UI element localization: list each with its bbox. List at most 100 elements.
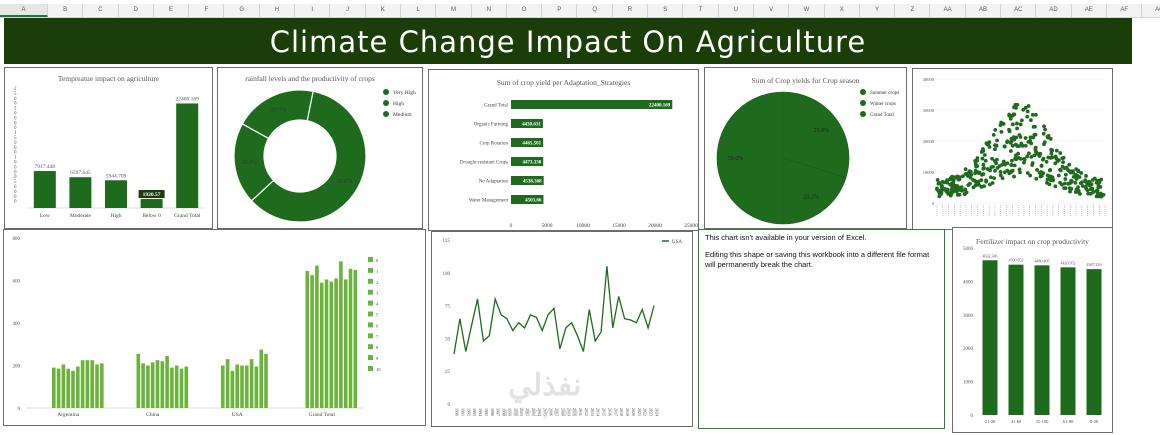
- column-header-ac[interactable]: AC: [1001, 4, 1037, 17]
- adaptation-value-label: 4503.66: [525, 198, 542, 203]
- scatter-point: [1026, 104, 1031, 108]
- temperature-chart-title: Tempreatue impact on agriculture: [57, 74, 160, 83]
- scatter-point: [1012, 163, 1017, 168]
- line-x-tick: 2018: [619, 408, 624, 416]
- column-header-l[interactable]: L: [401, 4, 437, 17]
- scatter-point: [1033, 145, 1038, 150]
- scatter-point: [1076, 169, 1081, 174]
- scatter-point: [1032, 153, 1037, 158]
- column-header-u[interactable]: U: [719, 4, 754, 17]
- scatter-y-tick: 20000: [923, 139, 935, 144]
- column-header-f[interactable]: F: [189, 4, 225, 17]
- column-header-k[interactable]: K: [366, 4, 401, 17]
- scatter-point: [958, 187, 963, 192]
- scatter-point: [937, 194, 942, 199]
- scatter-point: [1084, 186, 1089, 191]
- column-header-d[interactable]: D: [119, 4, 154, 17]
- scatter-point: [1039, 163, 1044, 168]
- country-legend-label: 9: [376, 356, 379, 361]
- column-header-t[interactable]: T: [683, 4, 719, 17]
- column-header-ae[interactable]: AE: [1072, 4, 1107, 17]
- column-header-h[interactable]: H: [260, 4, 296, 17]
- line-x-tick: 2007: [555, 408, 560, 416]
- scatter-point: [1008, 140, 1013, 145]
- scatter-point: [992, 176, 997, 181]
- temperature-axis-digit: 0: [14, 151, 17, 156]
- column-header-p[interactable]: P: [542, 4, 578, 17]
- scatter-point: [1094, 194, 1099, 199]
- column-header-v[interactable]: V: [754, 4, 790, 17]
- unavailable-chart-shape[interactable]: This chart isn't available in your versi…: [698, 229, 945, 429]
- scatter-point: [1009, 158, 1014, 163]
- column-header-ab[interactable]: AB: [966, 4, 1002, 17]
- column-header-c[interactable]: C: [83, 4, 119, 17]
- rainfall-chart-title: rainfall levels and the productivity of …: [245, 74, 375, 83]
- adaptation-x-tick: 0: [510, 223, 513, 229]
- line-x-tick: 2005: [543, 408, 548, 416]
- temperature-axis-digit: 5: [14, 92, 17, 97]
- scatter-point: [969, 172, 974, 177]
- scatter-point: [1008, 149, 1013, 153]
- column-header-y[interactable]: Y: [860, 4, 896, 17]
- rainfall-legend-marker: [383, 100, 389, 106]
- column-header-q[interactable]: Q: [578, 4, 613, 17]
- temperature-axis-digit: 5: [14, 180, 17, 185]
- country-chart-panel[interactable]: 0 200 400 600 800 Argentina China USA Grand Tota…: [3, 229, 426, 426]
- scatter-point: [1097, 194, 1102, 199]
- country-bar: [90, 360, 94, 408]
- scatter-point: [987, 145, 992, 149]
- column-header-m[interactable]: M: [436, 4, 472, 17]
- season-slice-label: 20.2%: [803, 194, 819, 200]
- scatter-chart-panel[interactable]: 0 10000 20000 30000 40000: [912, 68, 1113, 230]
- column-header-g[interactable]: G: [225, 4, 260, 17]
- season-slice: [716, 91, 784, 225]
- column-header-j[interactable]: J: [330, 4, 366, 17]
- scatter-point: [948, 177, 952, 182]
- column-header-x[interactable]: X: [825, 4, 860, 17]
- scatter-point: [1023, 143, 1028, 148]
- adaptation-chart-panel[interactable]: Sum of crop yield per Adaptation_Strateg…: [428, 69, 699, 231]
- scatter-point: [972, 178, 977, 183]
- fertilizer-category-label: 21-30: [985, 419, 996, 424]
- scatter-point: [1030, 113, 1035, 117]
- country-bar: [150, 362, 155, 408]
- column-header-ad[interactable]: AD: [1036, 4, 1072, 17]
- column-header-w[interactable]: W: [789, 4, 825, 17]
- title-banner[interactable]: Climate Change Impact On Agriculture: [4, 18, 1132, 64]
- scatter-point: [935, 187, 939, 191]
- adaptation-bar: [511, 195, 544, 204]
- season-slice-label: 50.0%: [728, 156, 744, 162]
- temperature-category-label: Moderate: [70, 213, 92, 219]
- column-header-b[interactable]: B: [48, 4, 84, 17]
- scatter-point: [994, 143, 999, 148]
- column-header-af[interactable]: AF: [1107, 4, 1143, 17]
- temperature-axis-digit: 5: [14, 136, 17, 141]
- season-legend-label: Summer crops: [870, 91, 899, 96]
- scatter-point: [946, 192, 951, 196]
- column-header-s[interactable]: S: [648, 4, 684, 17]
- column-header-ag[interactable]: AG: [1142, 4, 1160, 17]
- scatter-point: [993, 147, 997, 152]
- rainfall-chart-panel[interactable]: rainfall levels and the productivity of …: [217, 67, 423, 229]
- scatter-point: [1067, 181, 1071, 186]
- scatter-point: [1026, 140, 1031, 144]
- fertilizer-bar: [1008, 264, 1024, 415]
- country-bar: [259, 349, 263, 408]
- line-chart-panel[interactable]: 0 25 50 75 100 125 1990 1991 1992 1993 1994 1995 199…: [431, 231, 693, 427]
- line-x-tick: 2008: [560, 408, 565, 416]
- column-header-aa[interactable]: AA: [931, 4, 966, 17]
- scatter-point: [968, 175, 973, 180]
- column-header-i[interactable]: I: [295, 4, 331, 17]
- column-header-e[interactable]: E: [154, 4, 190, 17]
- country-bar: [80, 360, 85, 408]
- column-header-o[interactable]: O: [507, 4, 543, 17]
- fertilizer-chart-panel[interactable]: Fertilizer impact on crop productivity 0…: [952, 227, 1113, 433]
- column-header-a[interactable]: A: [0, 4, 48, 17]
- adaptation-category-label: Organic Farming: [474, 123, 509, 128]
- season-slice-label: 29.8%: [814, 128, 830, 134]
- season-chart-panel[interactable]: Sum of Crop yields for Crop season 50.0%…: [704, 67, 907, 229]
- column-header-n[interactable]: N: [472, 4, 507, 17]
- column-header-r[interactable]: R: [613, 4, 649, 17]
- column-header-z[interactable]: Z: [895, 4, 931, 17]
